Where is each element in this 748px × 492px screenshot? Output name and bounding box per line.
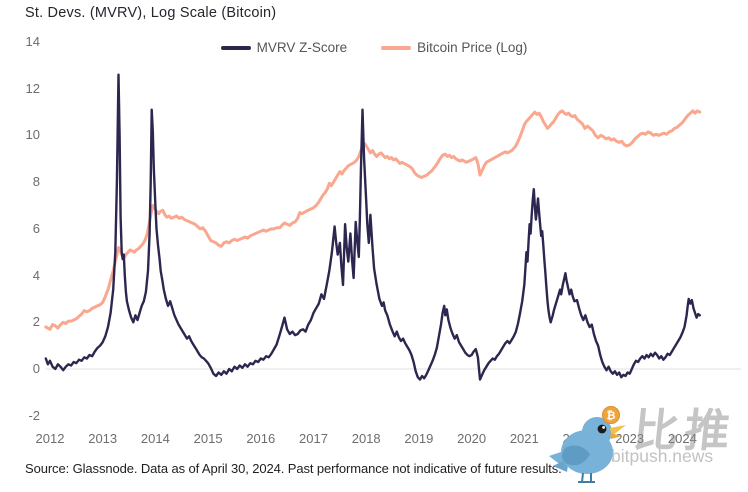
y-axis-label: 2: [32, 314, 40, 330]
x-axis-label: 2013: [88, 431, 118, 446]
x-axis-label: 2015: [193, 431, 223, 446]
legend-swatch-icon: [381, 45, 412, 50]
x-axis-label: 2012: [35, 431, 65, 446]
x-axis-label: 2018: [351, 431, 381, 446]
y-axis-label: 10: [25, 127, 40, 143]
chart-title: St. Devs. (MVRV), Log Scale (Bitcoin): [25, 5, 277, 21]
x-axis-label: 2023: [615, 431, 645, 446]
y-axis-label: 12: [25, 80, 40, 96]
legend-swatch-icon: [220, 45, 251, 50]
x-axis-label: 2020: [457, 431, 487, 446]
legend-item: MVRV Z-Score: [220, 40, 348, 55]
x-axis-label: 2019: [404, 431, 434, 446]
chart-legend: MVRV Z-Score Bitcoin Price (Log): [0, 40, 748, 55]
source-note: Source: Glassnode. Data as of April 30, …: [25, 461, 562, 476]
y-axis-label: 8: [32, 174, 40, 190]
x-axis-label: 2017: [299, 431, 328, 446]
y-axis-label: 6: [32, 220, 40, 236]
y-axis-label: 14: [25, 34, 40, 49]
x-axis-label: 2014: [140, 431, 170, 446]
x-axis-label: 2024: [667, 431, 697, 446]
legend-item: Bitcoin Price (Log): [381, 40, 527, 55]
x-axis-label: 2022: [562, 431, 592, 446]
y-axis-label: 4: [32, 267, 40, 283]
x-axis-label: 2016: [246, 431, 276, 446]
y-axis-label: 0: [32, 361, 40, 376]
legend-label: MVRV Z-Score: [256, 40, 348, 55]
x-axis-label: 2021: [509, 431, 539, 446]
y-axis-label: -2: [28, 407, 40, 423]
series-line-mvrv-z-score: [44, 73, 701, 381]
legend-label: Bitcoin Price (Log): [417, 40, 528, 55]
